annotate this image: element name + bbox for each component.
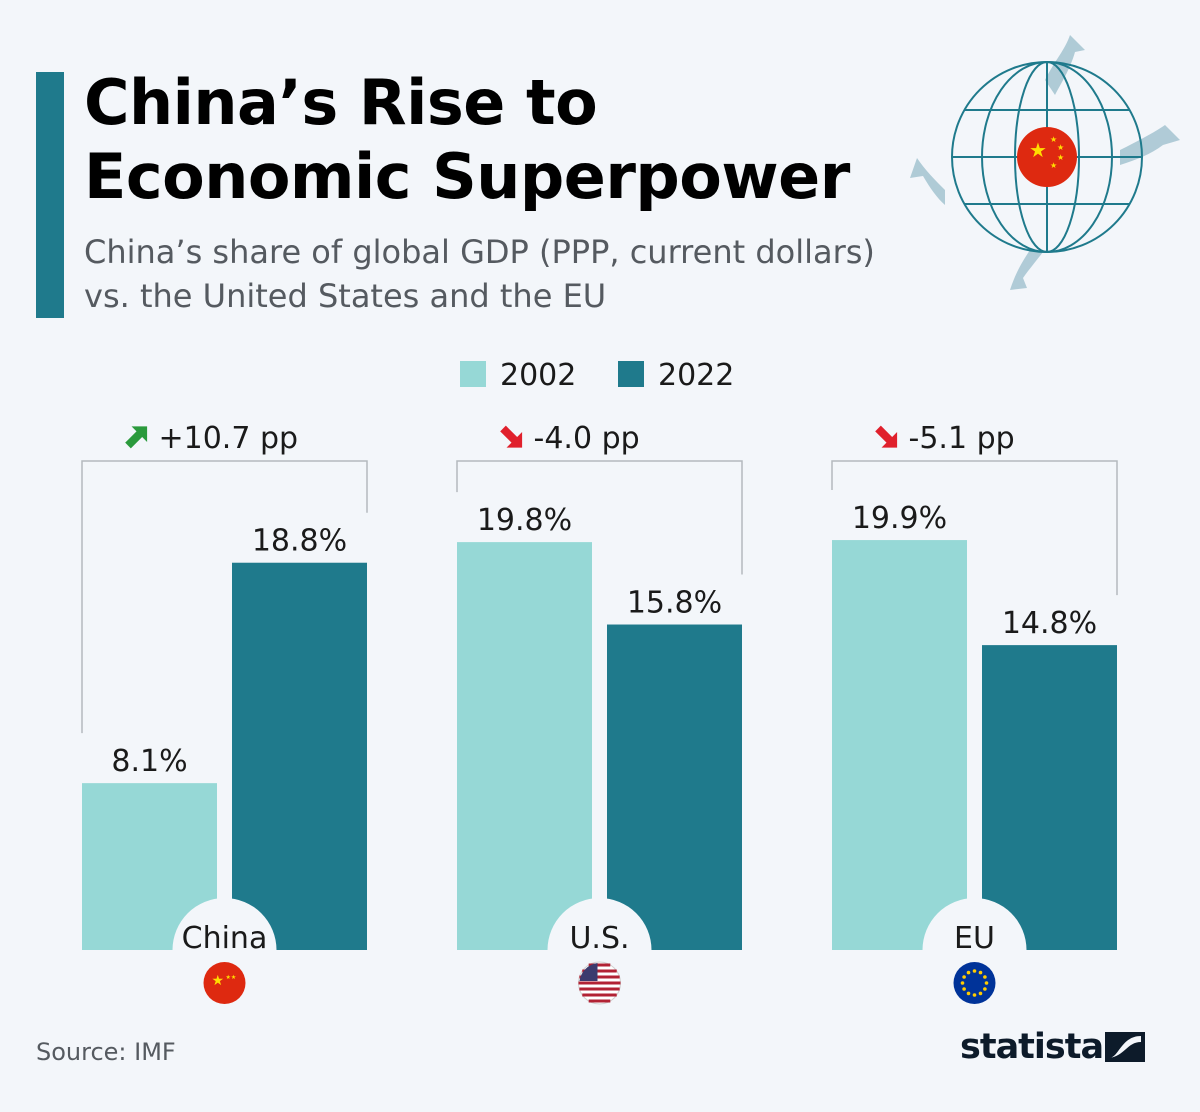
legend-label-2022: 2022	[658, 358, 734, 393]
category-badge-us	[547, 898, 652, 950]
arrow-down-right-icon-us	[500, 425, 523, 448]
group-us: 19.8% 15.8% -4.0 pp U.S.	[456, 421, 743, 1005]
category-badge-eu	[922, 898, 1027, 950]
legend-swatch-2002	[460, 361, 486, 387]
bracket-china	[81, 460, 368, 734]
globe-illustration-icon: ★ ★ ★ ★ ★	[910, 35, 1180, 290]
group-eu: 19.9% 14.8% -5.1 pp EU	[831, 421, 1118, 1004]
svg-text:★: ★	[1050, 135, 1057, 144]
category-label-us: U.S.	[569, 921, 629, 956]
svg-text:★★: ★★	[226, 974, 237, 981]
value-label-2002-us: 19.8%	[477, 503, 572, 538]
statista-logo-icon	[1105, 1032, 1145, 1062]
change-label-us: -4.0 pp	[534, 421, 640, 456]
bar-2022-eu	[982, 645, 1117, 950]
svg-text:★: ★	[212, 973, 225, 989]
statista-logo: statista	[960, 1022, 1150, 1072]
subtitle-line-1: China’s share of global GDP (PPP, curren…	[84, 233, 875, 271]
legend-swatch-2022	[618, 361, 644, 387]
value-label-2022-china: 18.8%	[252, 524, 347, 559]
source-note: Source: IMF	[36, 1038, 176, 1066]
page-title: China’s Rise to Economic Superpower	[84, 66, 904, 214]
category-badge-china	[172, 898, 277, 950]
value-label-2002-eu: 19.9%	[852, 501, 947, 536]
change-label-china: +10.7 pp	[159, 421, 299, 456]
title-line-1: China’s Rise to	[84, 66, 598, 139]
legend-label-2002: 2002	[500, 358, 576, 393]
brand-name: statista	[960, 1027, 1104, 1067]
subtitle-line-2: vs. the United States and the EU	[84, 277, 607, 315]
category-label-eu: EU	[954, 921, 995, 956]
bar-2022-china	[232, 562, 367, 950]
bracket-us	[456, 460, 743, 575]
category-label-china: China	[182, 921, 268, 956]
value-label-2002-china: 8.1%	[111, 744, 187, 779]
bar-2002-us	[457, 542, 592, 950]
change-label-eu: -5.1 pp	[909, 421, 1015, 456]
svg-text:★: ★	[1057, 153, 1064, 162]
value-label-2022-eu: 14.8%	[1002, 606, 1097, 641]
us-flag-icon	[578, 961, 621, 1005]
eu-flag-icon	[953, 962, 996, 1004]
group-china: 8.1% 18.8% +10.7 pp China ★ ★★	[81, 421, 368, 1004]
arrow-down-right-icon-eu	[875, 425, 898, 448]
chart-legend: 2002 2022	[460, 358, 734, 393]
value-label-2022-us: 15.8%	[627, 586, 722, 621]
arrow-up-right-icon-china	[125, 426, 148, 449]
svg-text:★: ★	[1029, 138, 1047, 162]
svg-text:★: ★	[1050, 161, 1057, 170]
bar-2022-us	[607, 624, 742, 950]
bracket-eu	[831, 460, 1118, 596]
chart-groups: 8.1% 18.8% +10.7 pp China ★ ★★ 19.8% 15.8% -4.0 …	[81, 421, 1118, 1005]
china-flag-icon: ★ ★★	[203, 962, 246, 1004]
svg-text:★: ★	[1057, 143, 1064, 152]
page-subtitle: China’s share of global GDP (PPP, curren…	[84, 230, 1004, 318]
title-accent-bar	[36, 72, 64, 318]
title-line-2: Economic Superpower	[84, 140, 850, 213]
bar-2002-eu	[832, 540, 967, 950]
